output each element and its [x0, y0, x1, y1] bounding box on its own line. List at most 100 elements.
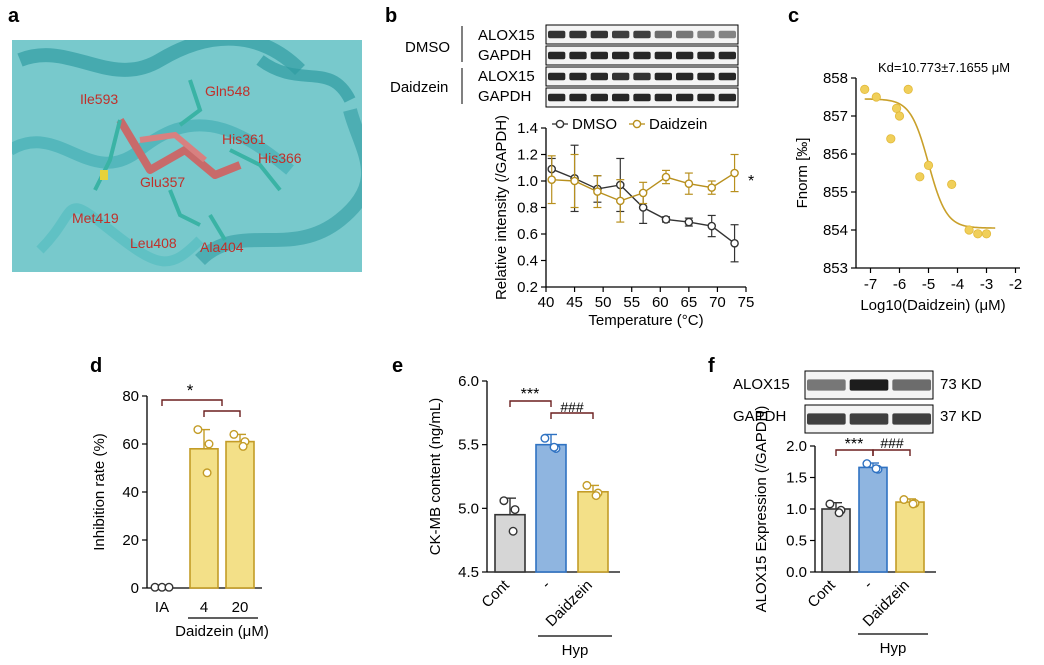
x-tick-label: 55	[623, 294, 640, 311]
y-tick-label: 854	[823, 222, 848, 239]
data-point	[923, 160, 934, 170]
blot-band	[548, 30, 566, 39]
y-axis-label: Inhibition rate (%)	[91, 433, 108, 551]
data-point	[202, 468, 212, 478]
data-point	[164, 582, 174, 592]
data-point	[229, 429, 239, 439]
data-point	[862, 459, 872, 469]
blot-band	[718, 51, 736, 60]
blot-band	[676, 30, 694, 39]
blot-band	[697, 51, 715, 60]
data-point	[549, 442, 559, 452]
blot-band	[548, 93, 566, 102]
blot-band	[569, 30, 587, 39]
legend-marker	[555, 119, 565, 129]
blot-band	[718, 72, 736, 81]
ckmb-bar-chart: 4.5 5.0 5.5 6.0 CK-MB content (ng/mL) Cont -Da…	[427, 373, 620, 659]
significance-star: *	[748, 173, 754, 190]
y-tick-label: 0.5	[786, 533, 807, 550]
line-chart: 0.2 0.4 0.6 0.8 1.0 1.2 1.4 Relative intensity …	[493, 115, 754, 329]
data-point-dmso	[730, 238, 739, 248]
y-tick-label: 80	[122, 388, 139, 405]
x-tick-label: 4	[200, 599, 208, 616]
data-point	[899, 495, 909, 505]
x-tick-label: 50	[595, 294, 612, 311]
binding-curve-chart: 853 854 855 856 857 858 Fnorm [‰] -7 -6 -5 -4 -3 -2L…	[794, 70, 1022, 314]
bar-1	[858, 466, 888, 573]
data-point	[499, 496, 509, 506]
blot-band	[676, 51, 694, 60]
blot-band	[718, 93, 736, 102]
data-point-dmso	[684, 217, 694, 227]
blot-band	[697, 93, 715, 102]
y-tick-label: 0.8	[517, 200, 538, 217]
blot-band	[569, 51, 587, 60]
x-tick-label: Cont	[804, 576, 839, 611]
panel-c: c Kd=10.773±7.1655 μM 853 854 855 856 857 858…	[788, 5, 1022, 314]
blot-band	[807, 413, 846, 425]
y-tick-label: 853	[823, 260, 848, 277]
bar-2	[225, 440, 255, 589]
residue-label: Ile593	[80, 91, 118, 107]
y-tick-label: 40	[122, 484, 139, 501]
blot-band	[849, 379, 889, 391]
data-point	[973, 229, 983, 239]
data-point-daidzein	[570, 176, 579, 186]
data-point	[908, 499, 918, 509]
bar-1	[535, 443, 567, 573]
panel-letter-c: c	[788, 5, 799, 27]
data-point	[871, 92, 881, 102]
blot-band	[633, 30, 651, 39]
data-point	[947, 179, 957, 189]
x-tick-label: -	[538, 577, 554, 593]
residue-label: His366	[258, 150, 302, 166]
blot-band	[654, 51, 672, 60]
blot-band	[697, 72, 715, 81]
blot-row-label: GAPDH	[478, 88, 531, 105]
panel-e: e 4.5 5.0 5.5 6.0 CK-MB content (ng/mL) Cont -…	[392, 355, 620, 659]
sig-bracket	[509, 400, 552, 407]
blot-group-label: Daidzein	[390, 79, 448, 96]
panel-letter-d: d	[90, 355, 102, 377]
legend-marker	[632, 119, 642, 129]
y-tick-label: 1.4	[517, 120, 538, 137]
blot-band	[892, 379, 931, 391]
x-tick-label: IA	[155, 599, 169, 616]
x-axis-label: Log10(Daidzein) (μM)	[860, 297, 1005, 314]
x-axis-label: Hyp	[562, 642, 589, 659]
x-tick-label: -6	[893, 276, 906, 293]
blot-strips	[804, 370, 934, 434]
blot-band	[612, 51, 630, 60]
y-tick-label: 2.0	[786, 438, 807, 455]
blot-band	[718, 30, 736, 39]
y-tick-label: 20	[122, 532, 139, 549]
panel-b: b DMSO Daidzein ALOX15 GAPDH ALOX15 GAPD…	[385, 5, 754, 329]
significance-star: *	[187, 381, 194, 400]
y-axis-label: Relative intensity (/GAPDH)	[493, 115, 510, 300]
data-point-daidzein	[615, 196, 625, 206]
data-point	[871, 464, 881, 474]
panel-d: d 0 20 40 60 80 Inhibition rate (%) IA 4 20 Daidz…	[90, 355, 269, 640]
data-point-daidzein	[593, 187, 602, 196]
blot-band	[612, 93, 630, 102]
blot-band	[590, 30, 608, 39]
x-axis-label: Hyp	[880, 640, 907, 657]
blot-band	[548, 51, 566, 60]
y-tick-label: 855	[823, 184, 848, 201]
data-point-daidzein	[730, 168, 739, 178]
residue-label: Met419	[72, 210, 119, 226]
panel-a: a Ile593 Gln548 His361 His366 Glu357 Met…	[8, 5, 362, 272]
y-tick-label: 5.0	[458, 500, 479, 517]
data-point	[825, 499, 835, 509]
blot-band	[569, 93, 587, 102]
data-point	[891, 103, 902, 114]
blot-row-label: ALOX15	[478, 68, 535, 85]
blot-band	[676, 72, 694, 81]
data-point	[886, 134, 896, 144]
blot-band	[612, 30, 630, 39]
x-tick-label: -7	[864, 276, 877, 293]
blot-band	[654, 72, 672, 81]
blot-band	[633, 72, 651, 81]
data-point-daidzein	[638, 188, 648, 198]
data-point	[582, 480, 592, 490]
